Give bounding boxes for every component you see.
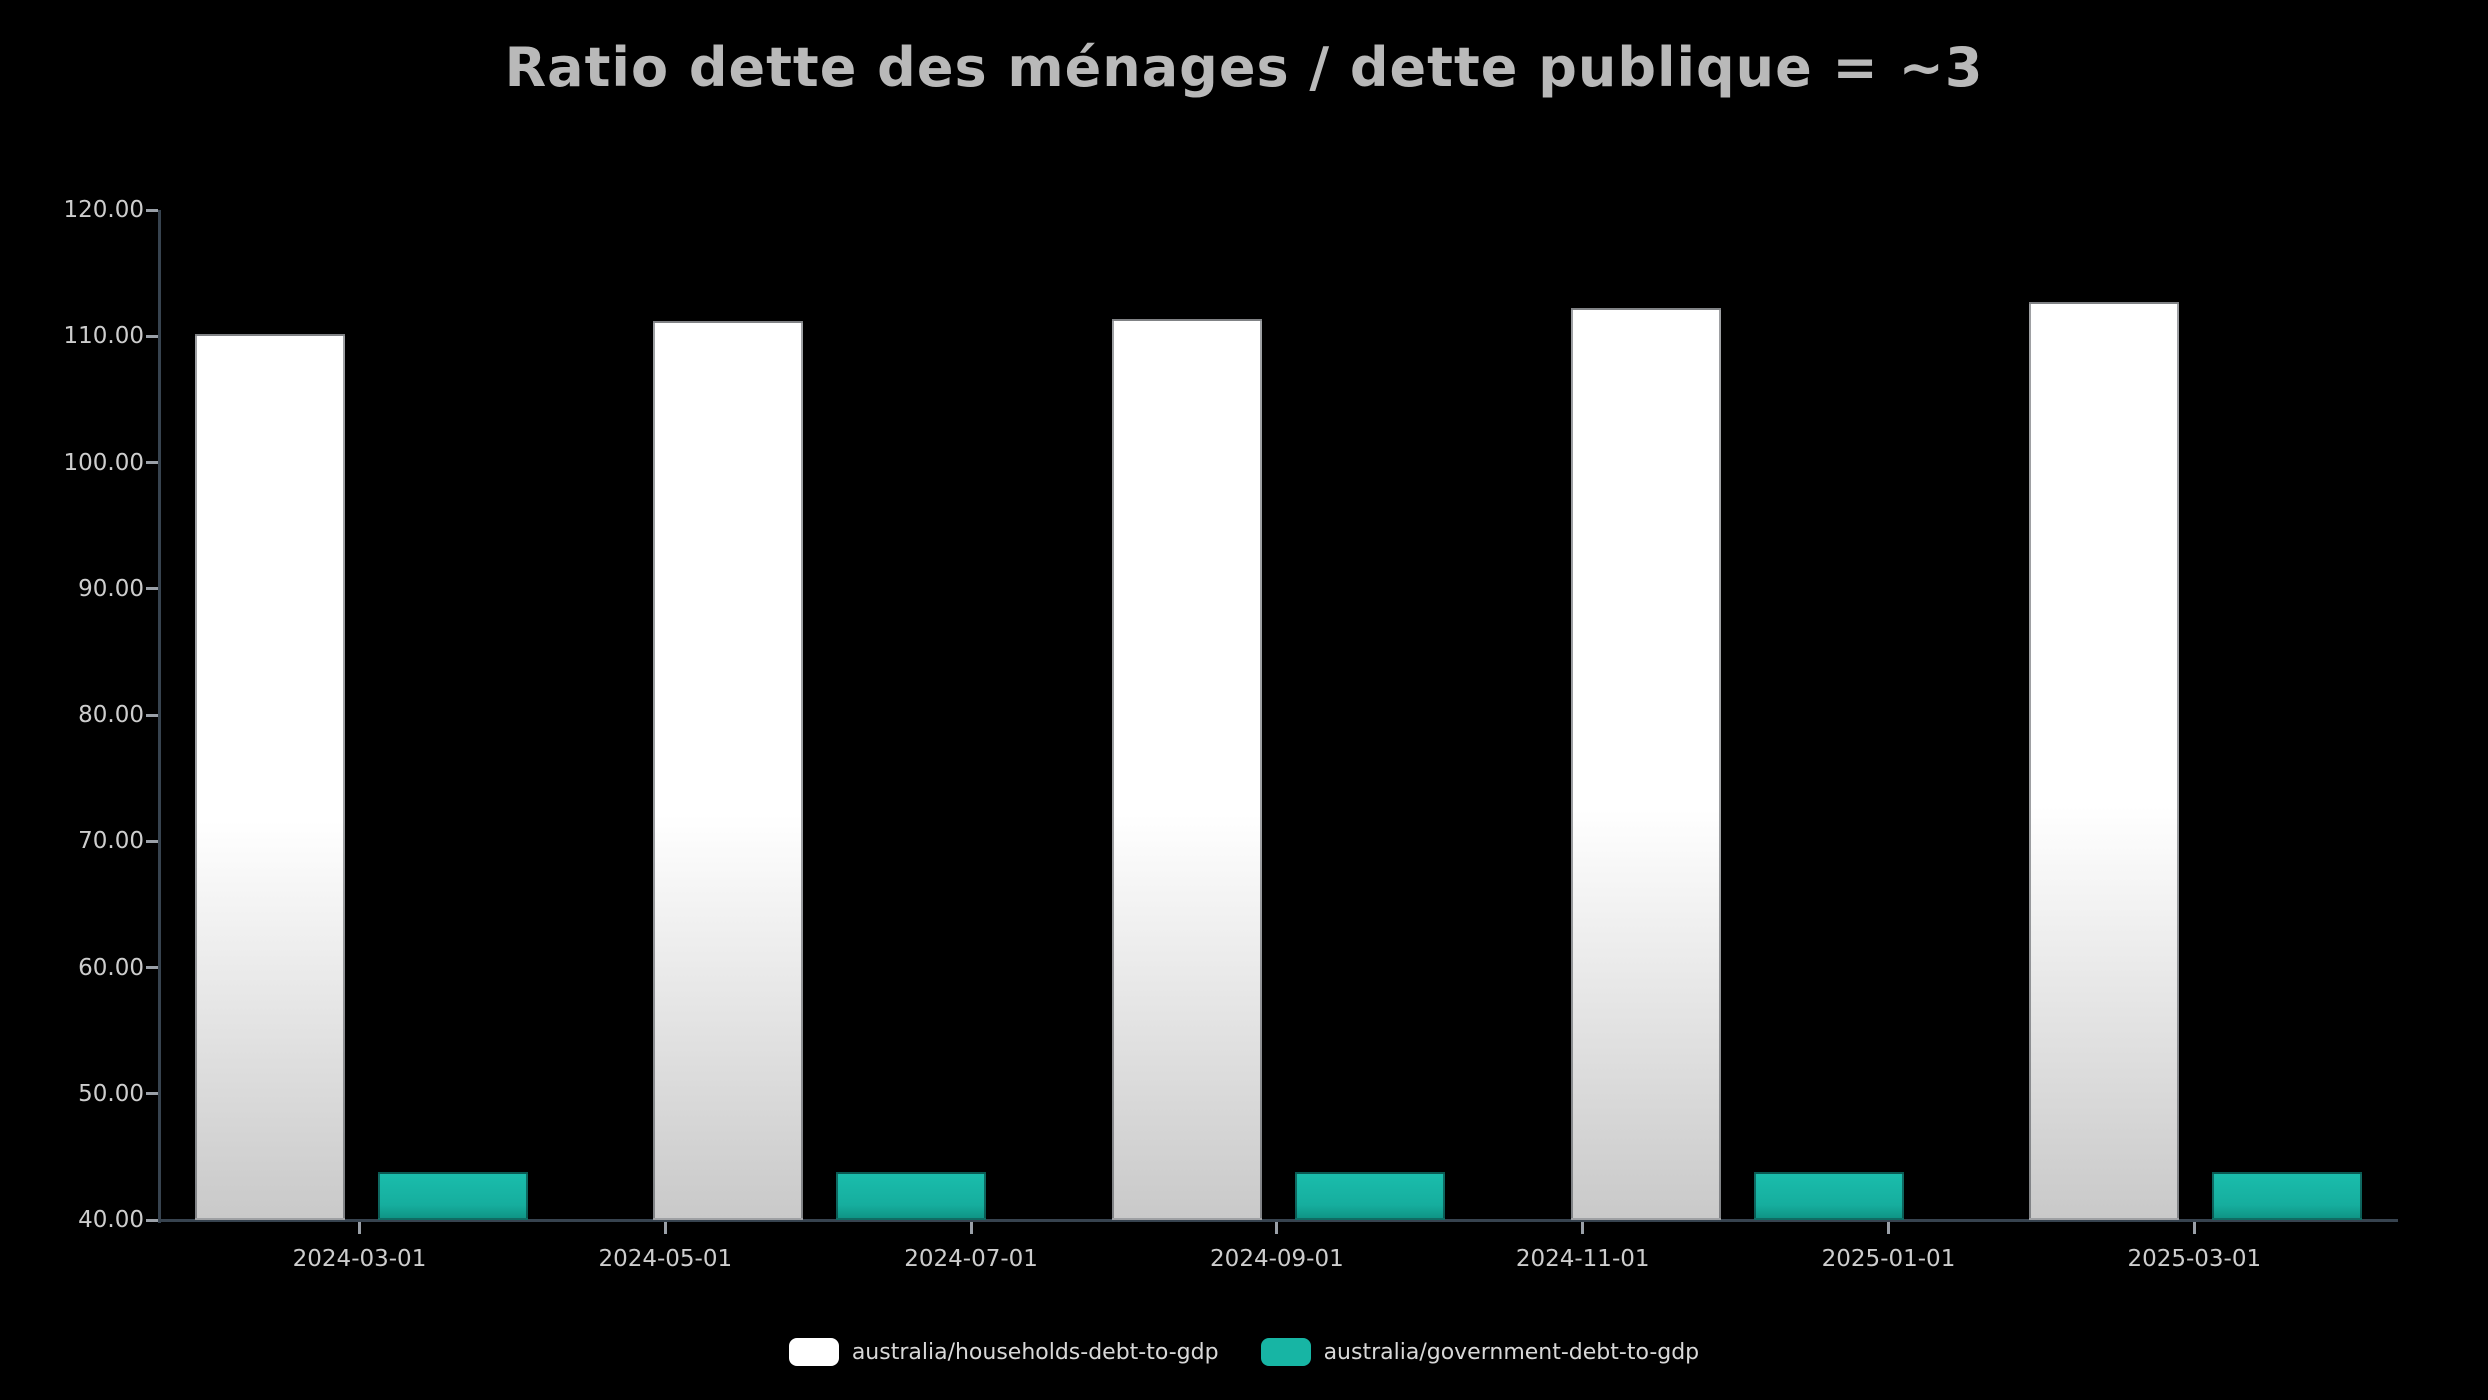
bar-government-2024-09-01[interactable] — [1294, 1172, 1445, 1220]
x-tick-mark — [1887, 1222, 1890, 1234]
y-tick-mark — [146, 1218, 158, 1222]
x-tick-mark — [663, 1222, 667, 1234]
legend-label-households: australia/households-debt-to-gdp — [851, 1339, 1219, 1365]
y-tick-label: 120.00 — [63, 197, 144, 223]
chart-title: Ratio dette des ménages / dette publique… — [504, 36, 1984, 99]
legend-swatch-households — [788, 1338, 839, 1366]
x-tick-mark — [1275, 1222, 1279, 1234]
y-tick-mark — [146, 208, 158, 212]
y-tick-mark — [146, 839, 158, 843]
y-axis-line — [158, 210, 161, 1223]
x-tick-label: 2025-01-01 — [1821, 1246, 1956, 1272]
y-tick-label: 40.00 — [78, 1207, 144, 1233]
y-tick-label: 50.00 — [78, 1080, 144, 1107]
y-tick-label: 110.00 — [63, 323, 144, 350]
x-tick-mark — [969, 1222, 973, 1234]
bar-government-2024-03-01[interactable] — [377, 1172, 528, 1220]
x-tick-label: 2024-11-01 — [1515, 1246, 1650, 1272]
bar-households-2024-09-01[interactable] — [1111, 318, 1262, 1220]
x-tick-label: 2024-09-01 — [1210, 1246, 1344, 1272]
bar-government-2024-06-01[interactable] — [836, 1172, 987, 1220]
y-tick-label: 100.00 — [63, 449, 144, 476]
bar-government-2024-12-01[interactable] — [1753, 1172, 1904, 1220]
legend-item-households[interactable]: australia/households-debt-to-gdp — [788, 1338, 1219, 1366]
y-tick-label: 80.00 — [78, 702, 144, 728]
y-tick-mark — [146, 1092, 158, 1096]
x-tick-label: 2024-07-01 — [904, 1246, 1038, 1272]
x-tick-label: 2024-03-01 — [292, 1246, 427, 1272]
y-tick-label: 60.00 — [78, 954, 144, 981]
x-tick-label: 2024-05-01 — [598, 1246, 733, 1272]
x-tick-mark — [2192, 1222, 2196, 1234]
x-axis-line — [158, 1219, 2398, 1222]
x-tick-label: 2025-03-01 — [2127, 1246, 2262, 1272]
y-tick-mark — [146, 461, 158, 464]
y-tick-mark — [146, 966, 158, 969]
legend-swatch-government — [1260, 1338, 1311, 1366]
bar-government-2025-03-01[interactable] — [2212, 1172, 2363, 1220]
x-tick-mark — [358, 1222, 361, 1234]
legend-label-government: australia/government-debt-to-gdp — [1323, 1339, 1700, 1365]
x-tick-mark — [1581, 1222, 1585, 1234]
y-tick-mark — [146, 587, 158, 591]
y-tick-mark — [146, 713, 158, 717]
bar-households-2024-06-01[interactable] — [653, 321, 804, 1220]
legend: australia/households-debt-to-gdp austral… — [0, 1338, 2488, 1366]
legend-item-government[interactable]: australia/government-debt-to-gdp — [1260, 1338, 1700, 1366]
bar-households-2024-12-01[interactable] — [1570, 308, 1721, 1220]
y-tick-mark — [146, 334, 158, 338]
bar-households-2024-03-01[interactable] — [194, 333, 345, 1220]
y-tick-label: 90.00 — [78, 575, 144, 602]
y-tick-label: 70.00 — [78, 828, 144, 855]
bar-households-2025-03-01[interactable] — [2029, 302, 2180, 1220]
